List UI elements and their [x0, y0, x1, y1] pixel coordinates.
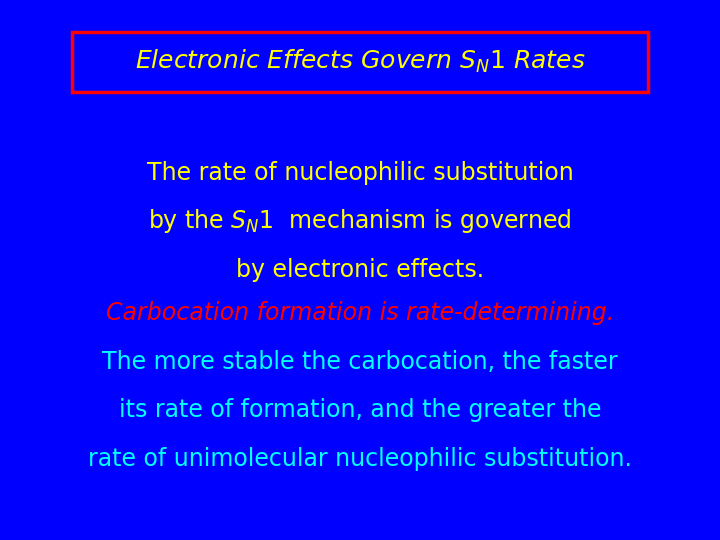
Text: by the $S_N$1  mechanism is governed: by the $S_N$1 mechanism is governed: [148, 207, 572, 235]
Text: The rate of nucleophilic substitution: The rate of nucleophilic substitution: [147, 161, 573, 185]
Text: The more stable the carbocation, the faster: The more stable the carbocation, the fas…: [102, 350, 618, 374]
Text: Carbocation formation is rate-determining.: Carbocation formation is rate-determinin…: [106, 301, 614, 325]
Text: by electronic effects.: by electronic effects.: [236, 258, 484, 282]
FancyBboxPatch shape: [72, 32, 648, 92]
Text: its rate of formation, and the greater the: its rate of formation, and the greater t…: [119, 399, 601, 422]
Text: $\mathit{Electronic\ Effects\ Govern\ S_N}$$\mathit{1\ Rates}$: $\mathit{Electronic\ Effects\ Govern\ S_…: [135, 48, 585, 75]
Text: rate of unimolecular nucleophilic substitution.: rate of unimolecular nucleophilic substi…: [88, 447, 632, 471]
